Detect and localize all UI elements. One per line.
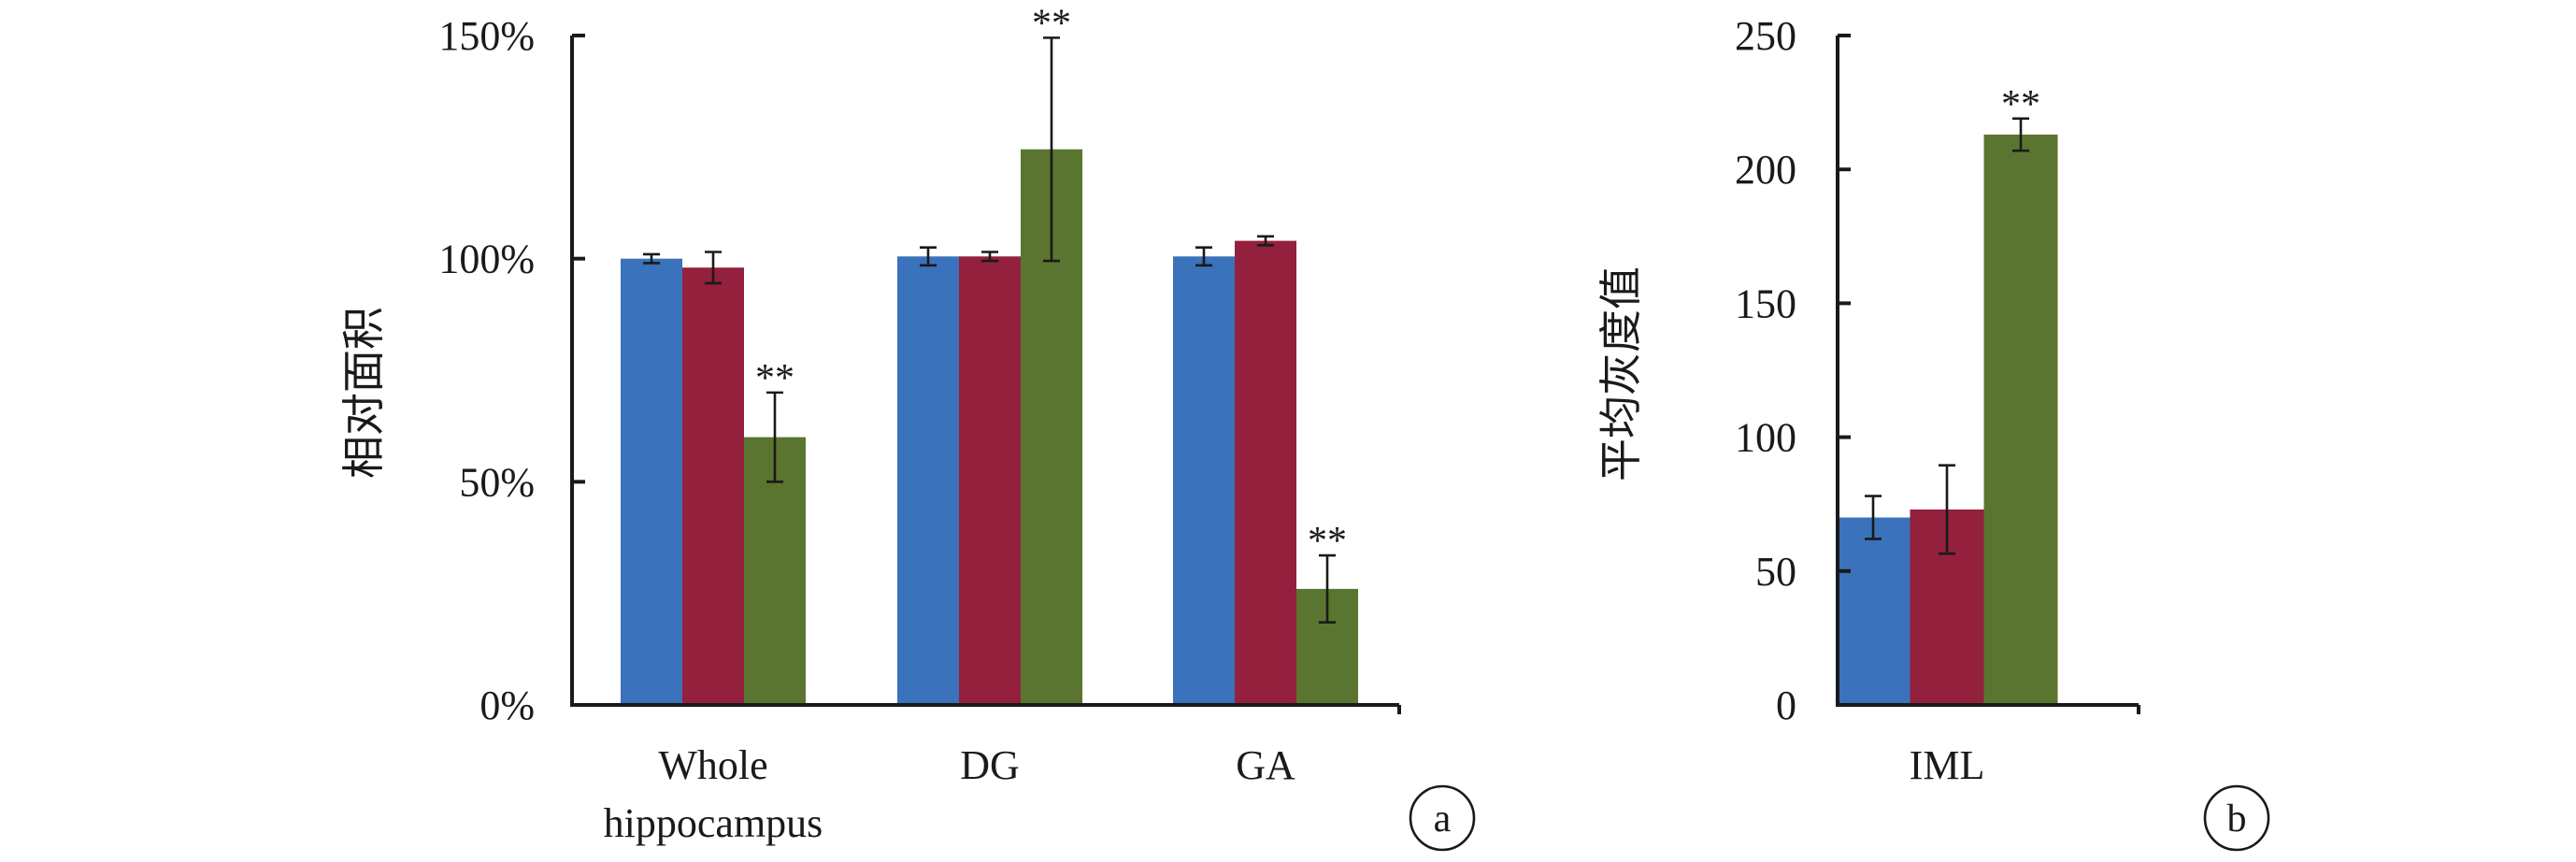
x-category-label: Whole: [658, 742, 767, 788]
y-axis-label: 平均灰度值: [1596, 266, 1646, 481]
y-tick-label: 100%: [438, 237, 535, 282]
panel-letter-circle: [2203, 784, 2270, 852]
y-tick-label: 50: [1755, 549, 1796, 595]
bar: [897, 256, 959, 705]
panel-b-chart: ** 0 50 100 150 200 250 平均灰度值 IML b: [1596, 13, 2270, 852]
panel-letter: b: [2227, 797, 2247, 840]
y-tick-label: 0: [1776, 682, 1796, 728]
y-axis-label: 相对面积: [338, 307, 389, 479]
panel-a-chart: ** ** ** 0% 50% 100% 150% 相对面积 Whole hippocampus D…: [338, 2, 1476, 852]
y-tick-label: 100: [1735, 415, 1796, 461]
significance-marker: **: [755, 357, 794, 400]
bar: [1235, 240, 1296, 705]
x-category-label: hippocampus: [604, 800, 823, 846]
y-tick-label: 150: [1735, 280, 1796, 326]
bar: [959, 256, 1021, 705]
bar: [1173, 256, 1235, 705]
y-tick-label: 50%: [459, 459, 535, 505]
significance-marker: **: [2001, 83, 2040, 126]
x-category-label: DG: [960, 742, 1020, 788]
panel-letter-circle: [1409, 784, 1476, 852]
y-tick-label: 0%: [479, 682, 535, 728]
x-category-label: IML: [1910, 742, 1985, 788]
significance-marker: **: [1032, 2, 1071, 45]
y-tick-label: 250: [1735, 13, 1796, 59]
y-tick-label: 150%: [438, 13, 535, 59]
significance-marker: **: [1308, 520, 1347, 563]
panel-letter: a: [1434, 797, 1452, 840]
bar: [682, 267, 744, 705]
y-tick-label: 200: [1735, 147, 1796, 193]
bar: [1983, 134, 2058, 705]
x-category-label: GA: [1236, 742, 1295, 788]
bar: [1836, 517, 1911, 705]
bar: [621, 258, 682, 705]
